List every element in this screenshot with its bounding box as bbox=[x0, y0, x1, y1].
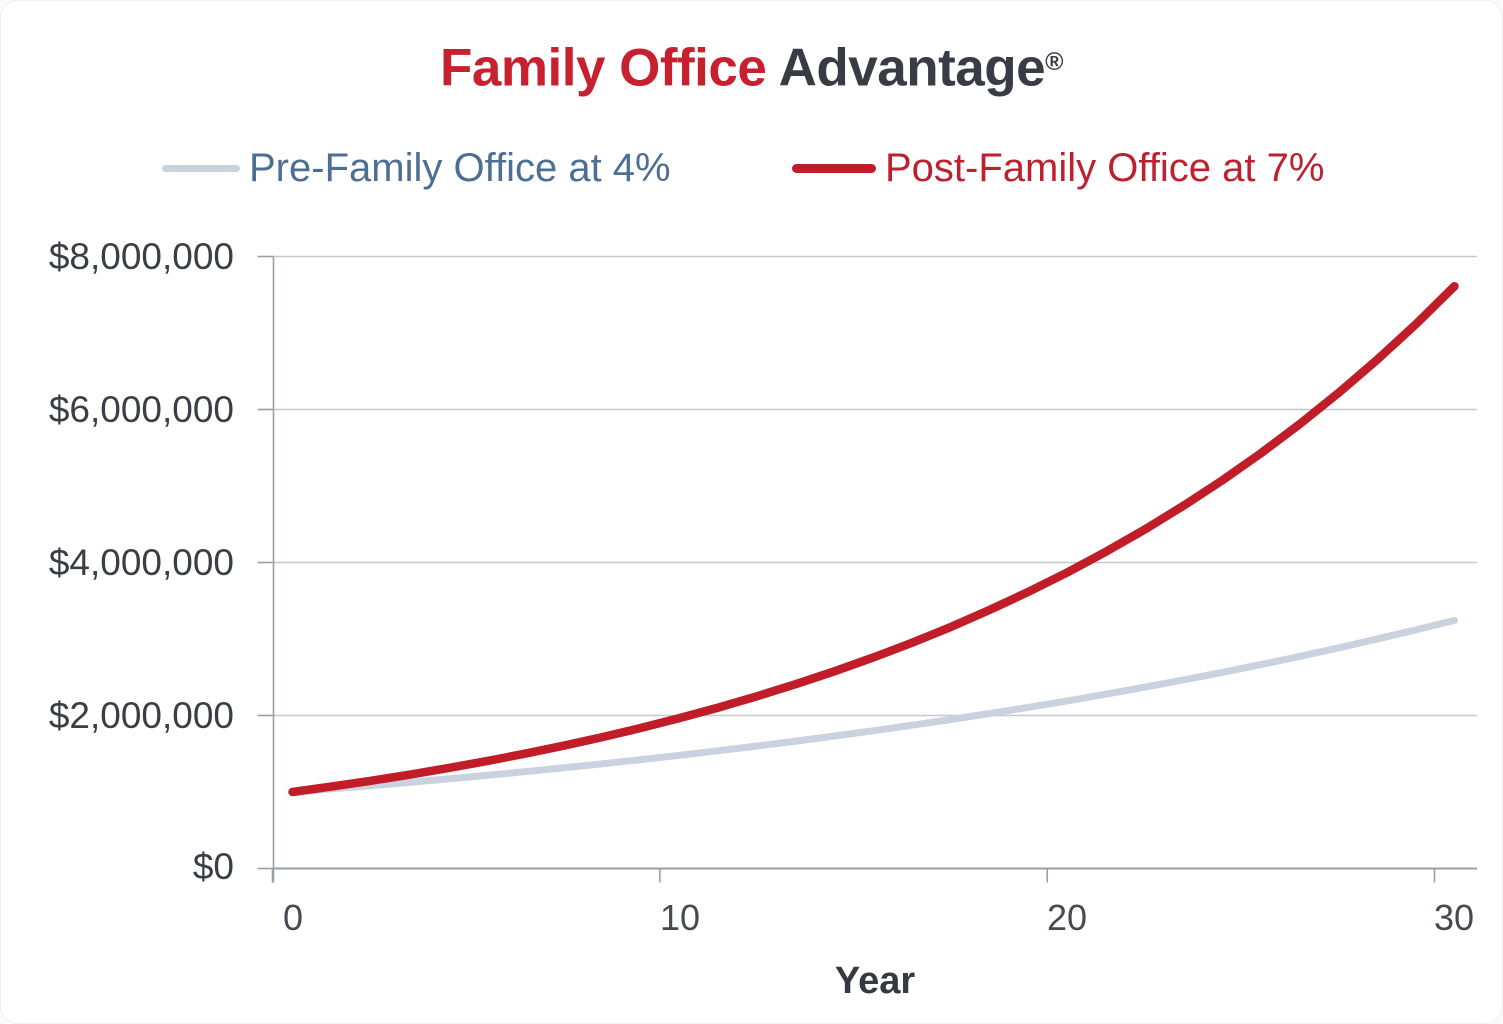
grid-lines bbox=[273, 255, 1477, 717]
legend-item-post-family-office: Post-Family Office at 7% bbox=[792, 142, 1324, 194]
chart-title-rest: Advantage bbox=[766, 38, 1046, 98]
y-axis-tick-label: $6,000,000 bbox=[48, 389, 234, 430]
y-axis-tick-label: $0 bbox=[192, 846, 234, 887]
x-axis-tick-label: 10 bbox=[659, 897, 701, 938]
legend-label-post: Post-Family Office at 7% bbox=[885, 146, 1325, 190]
registered-trademark-symbol: ® bbox=[1045, 48, 1063, 76]
chart-legend: Pre-Family Office at 4% Post-Family Offi… bbox=[1, 142, 1502, 194]
legend-line-swatch-post bbox=[792, 163, 876, 173]
y-axis-tick-label: $8,000,000 bbox=[48, 236, 234, 277]
x-axis-tick-label: 20 bbox=[1046, 897, 1088, 938]
x-axis-title: Year bbox=[834, 960, 916, 1002]
legend-item-pre-family-office: Pre-Family Office at 4% bbox=[162, 142, 671, 194]
series-line-post-family-office bbox=[288, 281, 1459, 797]
x-axis-tick-label: 30 bbox=[1433, 897, 1475, 938]
y-axis-tick-label: $4,000,000 bbox=[48, 542, 234, 583]
axes bbox=[272, 256, 1477, 883]
chart-title-highlight: Family Office bbox=[440, 38, 767, 98]
series-line-pre-family-office bbox=[289, 616, 1458, 796]
y-axis-tick-label: $2,000,000 bbox=[48, 695, 234, 736]
chart-title: Family Office Advantage® bbox=[1, 27, 1502, 103]
legend-label-pre: Pre-Family Office at 4% bbox=[249, 146, 671, 190]
x-axis-tick-label: 0 bbox=[282, 897, 304, 938]
legend-line-swatch-pre bbox=[162, 164, 240, 172]
axis-ticks bbox=[257, 255, 1436, 883]
